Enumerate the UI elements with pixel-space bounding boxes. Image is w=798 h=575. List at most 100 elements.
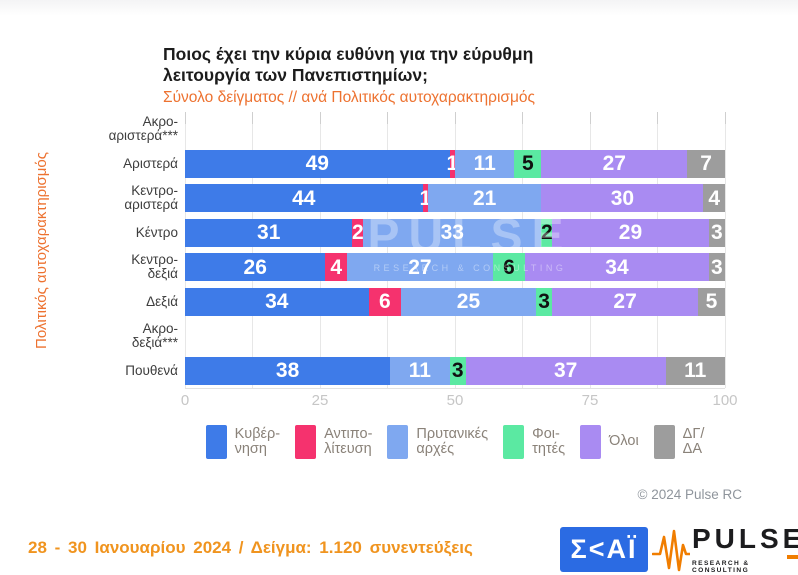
bar-row <box>185 115 725 143</box>
pulse-logo-name: PULSE <box>692 523 798 554</box>
bar-value-label: 37 <box>553 359 578 383</box>
pulse-logo-tagline: RESEARCH & CONSULTING <box>692 560 750 574</box>
category-label: Κέντρο <box>135 224 178 240</box>
x-tick-label: 0 <box>180 392 190 409</box>
chart-subtitle: Σύνολο δείγματος // ανά Πολιτικός αυτοχα… <box>163 89 535 106</box>
legend-item: Φοι- τητές <box>503 425 565 459</box>
legend-swatch <box>580 425 602 459</box>
bar-segment: 6 <box>368 287 401 316</box>
bar-row: 38 11 3 37 11 <box>185 356 725 385</box>
bar-segment: 1 <box>446 149 458 178</box>
bar-value-label: 34 <box>265 290 289 314</box>
gridline <box>184 112 186 388</box>
bar-value-label: 3 <box>451 359 464 383</box>
bar-value-label: 44 <box>292 186 316 210</box>
bar-segment: 3 <box>535 287 553 316</box>
bar-segment: 31 <box>185 218 353 247</box>
legend-swatch <box>653 425 675 459</box>
bar-segment: 26 <box>185 253 326 282</box>
pulse-logo-accent <box>787 555 798 559</box>
bar-segment: 21 <box>427 184 542 213</box>
bar-segment: 3 <box>708 253 725 282</box>
chart-title: Ποιος έχει την κύρια ευθύνη για την εύρυ… <box>163 44 534 85</box>
bar-value-label: 11 <box>684 359 707 383</box>
bar-row: 26 4 27 6 34 3 <box>185 253 725 282</box>
legend-label: Πρυτανικές αρχές <box>416 425 489 457</box>
bar-segment: 5 <box>514 149 542 178</box>
bar-segment: 3 <box>449 356 466 385</box>
bar-segment: 34 <box>525 253 709 282</box>
bar-value-label: 25 <box>456 290 481 314</box>
legend-label: ΔΓ/ ΔΑ <box>682 425 705 457</box>
x-tick-label: 25 <box>311 392 329 409</box>
bar-segment: 38 <box>185 356 391 385</box>
bar-value-label: 6 <box>378 290 391 314</box>
bar-segment: 49 <box>185 149 450 178</box>
legend: Κυβέρ- νηση Αντιπο- λίτευση Πρυτανικές αρχ… <box>175 425 735 459</box>
bar-row <box>185 322 725 350</box>
category-label: Ακρο- αριστερά*** <box>108 113 178 144</box>
pulse-logo-text: PULSE RESEARCH & CONSULTING <box>692 524 798 574</box>
x-tick-label: 50 <box>446 392 464 409</box>
legend-swatch <box>295 425 317 459</box>
gridline <box>589 112 591 388</box>
bar-segment: 1 <box>419 184 431 213</box>
gridline <box>252 112 253 388</box>
bar-segment: 4 <box>703 184 725 213</box>
bar-segment: 25 <box>400 287 536 316</box>
bar-value-label: 6 <box>503 255 515 279</box>
legend-label: Κυβέρ- νηση <box>234 425 281 457</box>
category-label: Πουθενά <box>125 362 178 378</box>
bar-value-label: 3 <box>538 290 550 314</box>
bar-segment: 37 <box>465 356 666 385</box>
bar-value-label: 11 <box>473 152 496 176</box>
gridline <box>454 112 456 388</box>
gridline <box>724 112 726 388</box>
bar-value-label: 3 <box>711 221 723 245</box>
category-label: Δεξιά <box>146 293 178 309</box>
gridline <box>522 112 523 388</box>
bar-value-label: 11 <box>408 359 431 383</box>
x-tick-label: 75 <box>581 392 599 409</box>
bar-row: 34 6 25 3 27 5 <box>185 287 725 316</box>
pulse-logo: PULSE RESEARCH & CONSULTING <box>652 524 798 574</box>
bar-value-label: 5 <box>522 152 534 176</box>
category-label: Ακρο- δεξιά*** <box>131 320 178 351</box>
legend-label: Αντιπο- λίτευση <box>324 425 373 457</box>
legend-label: Φοι- τητές <box>532 425 566 457</box>
gridline <box>387 112 388 388</box>
x-axis: 0 25 50 75 100 <box>181 392 738 412</box>
category-label: Κεντρο- αριστερά <box>124 182 178 213</box>
gridline <box>319 112 321 388</box>
bar-row: 49 1 11 5 27 7 <box>185 149 725 178</box>
legend-label: Όλοι <box>609 433 639 450</box>
x-tick-label: 100 <box>712 392 738 409</box>
bar-value-label: 4 <box>708 186 721 210</box>
bar-value-label: 2 <box>540 221 553 245</box>
legend-item: Αντιπο- λίτευση <box>295 425 372 459</box>
bar-value-label: 31 <box>257 221 281 245</box>
legend-item: Πρυτανικές αρχές <box>387 425 488 459</box>
bar-value-label: 3 <box>711 255 723 279</box>
skai-logo: Σ<ΑΪ <box>560 527 648 572</box>
legend-swatch <box>503 425 525 459</box>
bar-value-label: 27 <box>408 255 432 279</box>
bar-segment: 11 <box>665 356 725 385</box>
bar-value-label: 38 <box>275 359 300 383</box>
bar-segment: 27 <box>541 149 688 178</box>
bar-segment: 44 <box>185 184 423 213</box>
bar-value-label: 2 <box>351 221 364 245</box>
bar-segment: 5 <box>697 287 725 316</box>
bar-value-label: 1 <box>419 186 432 210</box>
bar-value-label: 27 <box>613 290 637 314</box>
bar-segment: 29 <box>552 218 709 247</box>
bar-segment: 11 <box>390 356 450 385</box>
bar-value-label: 1 <box>446 152 459 176</box>
bar-segment: 27 <box>346 253 493 282</box>
bar-segment: 2 <box>540 218 553 247</box>
bar-row: 44 1 21 30 4 <box>185 184 725 213</box>
pulse-waveform-icon <box>652 529 690 572</box>
category-label: Κεντρο- δεξιά <box>131 251 178 282</box>
gridline <box>657 112 658 388</box>
bar-value-label: 21 <box>473 186 497 210</box>
